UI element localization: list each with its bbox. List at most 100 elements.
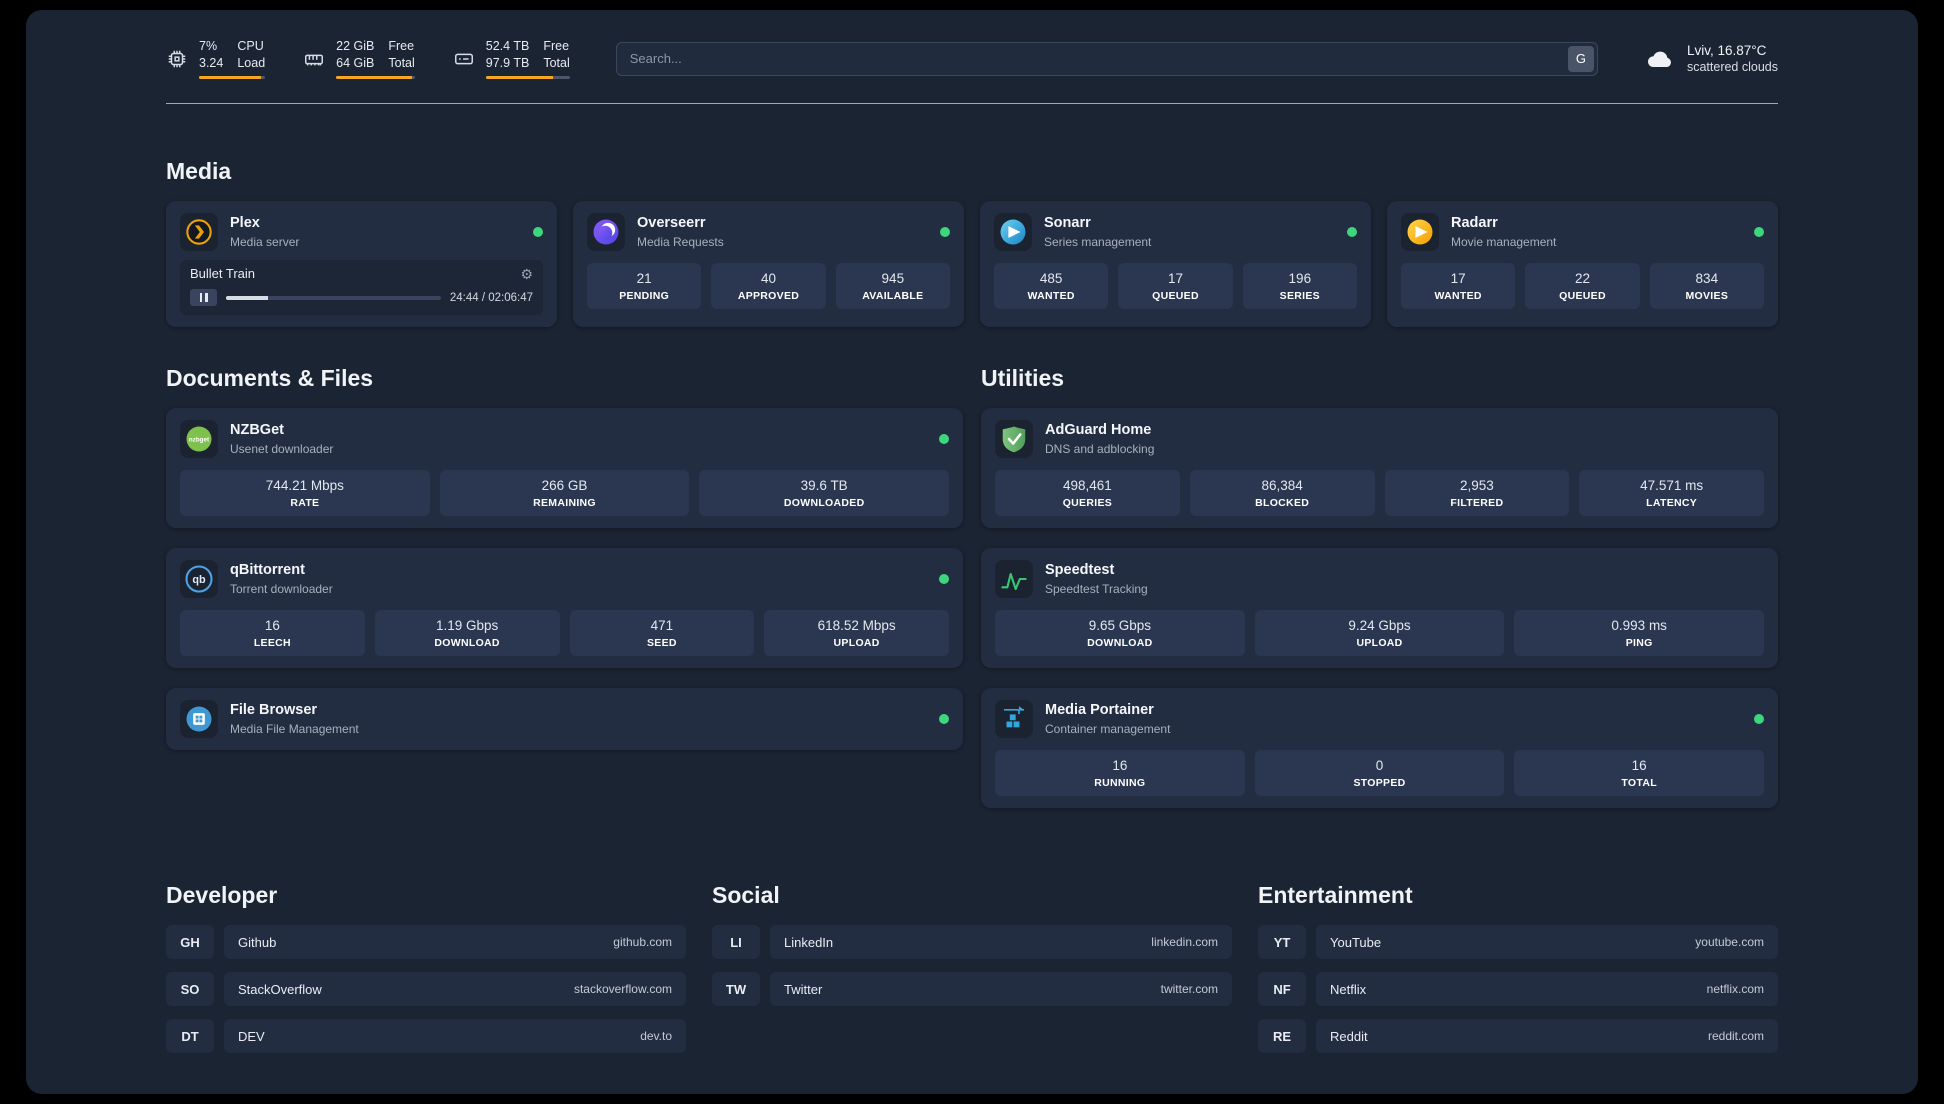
stat-value: 0.993 ms [1611,618,1667,633]
cloud-icon [1647,51,1671,67]
section-title-entertainment: Entertainment [1258,882,1413,908]
bookmark-url: twitter.com [1160,982,1218,996]
app-card-qbittorrent[interactable]: qb qBittorrent Torrent downloader 16 LEEC… [166,548,963,668]
app-card-speedtest[interactable]: Speedtest Speedtest Tracking 9.65 Gbps DO… [981,548,1778,668]
stat-tile: 16 RUNNING [995,750,1245,796]
section-title-utilities: Utilities [981,365,1065,391]
app-card-radarr[interactable]: Radarr Movie management 17 WANTED 22 QUEUE… [1387,201,1778,327]
cpu-load-value: 3.24 [199,55,224,70]
bookmark-url: netflix.com [1706,982,1764,996]
ram-total-label: Total [388,55,415,70]
section-documents: Documents & Files nzbget NZBGet Usenet d… [166,365,963,828]
stat-tile: 16 LEECH [180,610,365,656]
app-card-filebrowser[interactable]: File Browser Media File Management [166,688,963,750]
bookmark-abbr[interactable]: DT [166,1019,214,1053]
dashboard-panel: 7% 3.24 CPU Load [26,10,1918,1094]
stat-tile: 1.19 Gbps DOWNLOAD [374,610,560,656]
bookmark-link-linkedin[interactable]: LinkedIn linkedin.com [770,925,1232,959]
stat-tile: 0.993 ms PING [1514,610,1765,656]
bookmark-abbr[interactable]: GH [166,925,214,959]
stat-value: 16 [264,618,280,633]
bookmark-abbr[interactable]: SO [166,972,214,1006]
section-title-social: Social [712,882,780,908]
stat-tile: 86,384 BLOCKED [1189,470,1375,516]
search-engine-button[interactable]: G [1567,45,1594,72]
bookmark-abbr[interactable]: YT [1258,925,1306,959]
disk-metric: 52.4 TB 97.9 TB Free Total [453,38,570,79]
stat-value: 945 [881,271,905,286]
weather-widget: Lviv, 16.87°C scattered clouds [1644,43,1778,75]
app-card-sonarr[interactable]: Sonarr Series management 485 WANTED 17 QUE… [980,201,1371,327]
app-card-adguard[interactable]: AdGuard Home DNS and adblocking 498,461 Q… [981,408,1778,528]
app-card-plex[interactable]: Plex Media server Bullet Train ⚙︎ [166,201,557,327]
filebrowser-icon [180,700,218,738]
bookmark-link-youtube[interactable]: YouTube youtube.com [1316,925,1778,959]
portainer-icon [995,700,1033,738]
ram-metric: 22 GiB 64 GiB Free Total [303,38,415,79]
bookmark-row-youtube: YT YouTube youtube.com [1258,925,1778,959]
stat-label: STOPPED [1353,777,1406,789]
stat-label: MOVIES [1685,290,1729,302]
app-card-portainer[interactable]: Media Portainer Container management 16 R… [981,688,1778,808]
app-name: NZBGet [230,421,284,438]
app-description: Torrent downloader [230,582,333,597]
stat-label: REMAINING [533,497,596,509]
section-title-media: Media [166,158,232,184]
app-name: Overseerr [637,214,706,231]
stat-tile: 266 GB REMAINING [439,470,690,516]
gear-icon[interactable]: ⚙︎ [520,265,533,282]
stat-label: DOWNLOADED [783,497,865,509]
bookmark-row-dev: DT DEV dev.to [166,1019,686,1053]
bookmark-abbr[interactable]: TW [712,972,760,1006]
app-name: AdGuard Home [1045,421,1152,438]
stat-value: 2,953 [1459,478,1494,493]
stat-tile: 744.21 Mbps RATE [180,470,430,516]
disk-total-value: 97.9 TB [485,55,530,70]
status-online-dot [939,714,949,724]
disk-progress-bar [485,76,570,79]
bookmark-abbr[interactable]: LI [712,925,760,959]
bookmark-link-stackoverflow[interactable]: StackOverflow stackoverflow.com [224,972,686,1006]
bookmark-abbr[interactable]: NF [1258,972,1306,1006]
app-name: Plex [230,214,260,231]
nzbget-icon: nzbget [180,420,218,458]
search-bar: G [615,41,1598,76]
app-name: qBittorrent [230,561,305,578]
ram-progress-bar [336,76,415,79]
svg-text:qb: qb [192,574,206,586]
bookmark-link-dev[interactable]: DEV dev.to [224,1019,686,1053]
cpu-load-label: Load [237,55,266,70]
stat-tile: 945 AVAILABLE [835,263,950,309]
bookmark-name: StackOverflow [238,981,322,997]
cpu-progress-bar [199,76,266,79]
stat-label: FILTERED [1450,497,1504,509]
bookmark-abbr[interactable]: RE [1258,1019,1306,1053]
app-card-nzbget[interactable]: nzbget NZBGet Usenet downloader 744.21 M… [166,408,963,528]
playback-time: 24:44 / 02:06:47 [449,291,533,304]
section-title-documents: Documents & Files [166,365,374,391]
cpu-label: CPU [237,39,264,53]
stat-value: 618.52 Mbps [817,618,896,633]
search-input[interactable] [615,41,1598,76]
app-card-overseerr[interactable]: Overseerr Media Requests 21 PENDING 40 APP… [573,201,964,327]
bookmark-link-twitter[interactable]: Twitter twitter.com [770,972,1232,1006]
stat-tile: 834 MOVIES [1649,263,1764,309]
bookmark-link-netflix[interactable]: Netflix netflix.com [1316,972,1778,1006]
stat-label: LATENCY [1646,497,1698,509]
bookmark-link-github[interactable]: Github github.com [224,925,686,959]
status-online-dot [939,574,949,584]
stat-tile: 17 WANTED [1401,263,1516,309]
qbittorrent-icon: qb [180,560,218,598]
playback-progress-bar[interactable] [226,295,441,300]
status-online-dot [533,227,543,237]
overseerr-icon [587,213,625,251]
stat-tile: 39.6 TB DOWNLOADED [699,470,950,516]
disk-free-value: 52.4 TB [485,39,530,53]
app-description: DNS and adblocking [1045,442,1155,457]
stat-tile: 0 STOPPED [1254,750,1505,796]
app-description: Container management [1045,722,1171,737]
pause-button[interactable] [190,289,217,306]
ram-free-value: 22 GiB [336,39,375,53]
bookmark-link-reddit[interactable]: Reddit reddit.com [1316,1019,1778,1053]
stat-tile: 618.52 Mbps UPLOAD [764,610,949,656]
